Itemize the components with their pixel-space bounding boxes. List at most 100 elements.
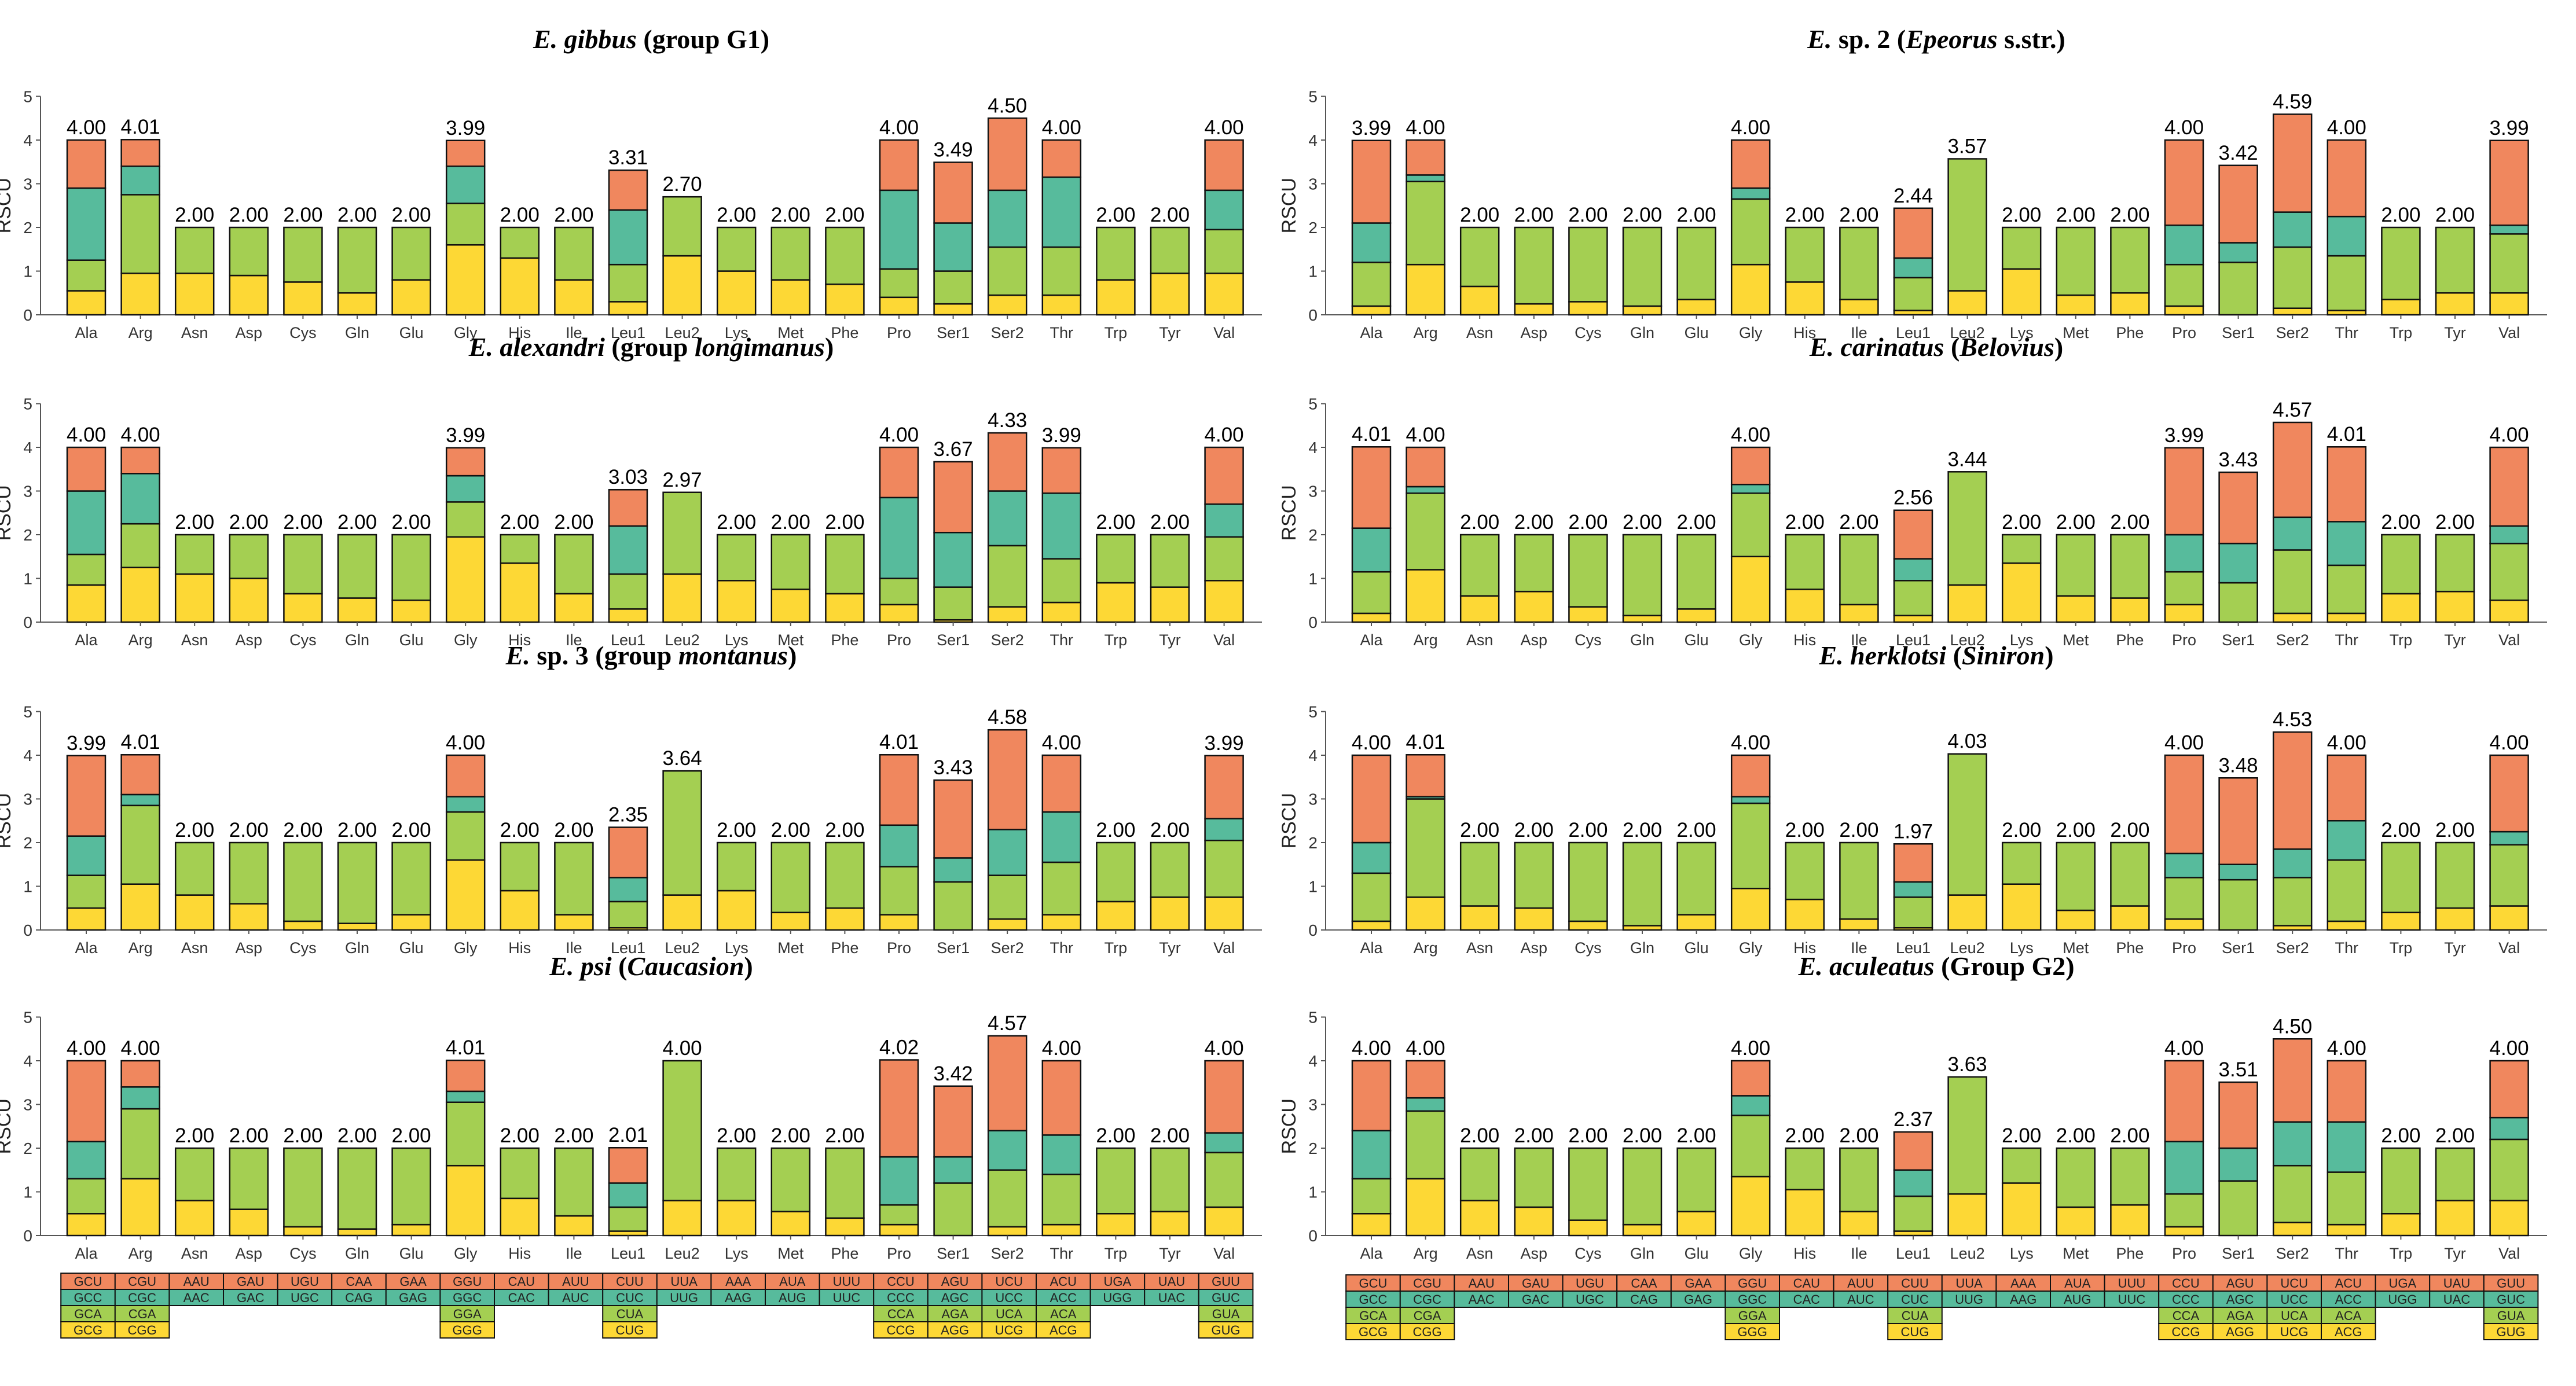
codon-cell <box>2321 1323 2376 1340</box>
y-axis-label: RSCU <box>0 793 15 848</box>
bar-segment-ser2-4 <box>2272 731 2313 850</box>
data-label-glu: 2.00 <box>1677 511 1716 534</box>
bar-segment-phe-2 <box>825 841 865 909</box>
codon-cell <box>981 1305 1037 1322</box>
bar-segment-asp-1 <box>1514 590 1554 623</box>
data-label-gly: 4.00 <box>1731 731 1770 754</box>
x-tick-label-phe: Phe <box>2116 1245 2144 1262</box>
bar-segment-pro-3 <box>879 497 919 579</box>
x-tick-label-met: Met <box>777 324 804 341</box>
data-label-tyr: 2.00 <box>2435 204 2475 226</box>
x-tick-label-tyr: Tyr <box>2444 939 2466 957</box>
x-tick-label-glu: Glu <box>399 631 424 649</box>
y-tick-label: 3 <box>23 483 32 501</box>
data-label-ser2: 4.57 <box>2273 399 2312 421</box>
data-label-leu1: 3.31 <box>608 146 648 169</box>
codon-label-ggu: GGU <box>453 1274 482 1289</box>
bar-segment-lys-1 <box>2001 1182 2042 1237</box>
bar-segment-ser1-4 <box>2218 1081 2258 1149</box>
bar-segment-val-4 <box>1204 755 1244 819</box>
bar-segment-pro-4 <box>879 1059 919 1158</box>
bar-segment-ile-2 <box>1839 841 1879 920</box>
bar-segment-pro-3 <box>879 1156 919 1206</box>
x-tick-label-ser2: Ser2 <box>991 631 1024 649</box>
y-tick-label: 5 <box>23 395 32 413</box>
bar-segment-ser2-4 <box>987 117 1028 192</box>
data-label-leu1: 1.97 <box>1894 820 1933 843</box>
bar-segment-tyr-2 <box>2435 534 2475 593</box>
bar-segment-thr-2 <box>2327 255 2367 311</box>
bar-segment-gln-1 <box>337 1228 377 1237</box>
bar-segment-leu1-2 <box>1893 896 1933 929</box>
bar-segment-lys-1 <box>716 580 757 623</box>
codon-label-cuc: CUC <box>616 1291 644 1305</box>
data-label-phe: 2.00 <box>825 819 864 841</box>
chart-title-part: E. psi <box>549 951 612 981</box>
codon-label-gaa: GAA <box>399 1274 427 1289</box>
bar-segment-his-2 <box>500 841 540 892</box>
bar-segment-thr-3 <box>2327 820 2367 861</box>
data-label-cys: 2.00 <box>1568 819 1608 841</box>
codon-label-gcg: GCG <box>74 1323 102 1337</box>
codon-label-aag: AAG <box>725 1291 751 1305</box>
chart-title-part: ) <box>2054 332 2063 362</box>
chart-panel-3: E. alexandri (group longimanus) RSCU 0 1 2 3 4… <box>0 332 1262 649</box>
codon-label-aga: AGA <box>941 1307 968 1321</box>
data-label-gln: 2.00 <box>1623 511 1662 534</box>
codon-cell <box>2483 1274 2539 1292</box>
x-tick-label-trp: Trp <box>1104 1245 1128 1262</box>
data-label-lys: 2.00 <box>717 204 756 226</box>
x-tick-label-tyr: Tyr <box>1159 631 1181 649</box>
codon-label-ggg: GGG <box>1738 1325 1767 1339</box>
x-tick-label-met: Met <box>2063 631 2089 649</box>
bar-segment-trp-2 <box>2381 534 2421 595</box>
codon-legend-1: GCU GCC GCA GCG CGU CGC CGA CGG AAU AAC GAU GAC UGU U… <box>60 1273 1254 1339</box>
bar-segment-phe-2 <box>825 226 865 285</box>
x-tick-label-ala: Ala <box>1360 324 1383 341</box>
bar-segment-glu-1 <box>1676 1211 1716 1237</box>
bar-segment-ala-4 <box>66 139 107 189</box>
bar-segment-gly-2 <box>445 501 486 538</box>
x-tick-label-met: Met <box>2063 1245 2089 1262</box>
bar-segment-phe-2 <box>2110 534 2150 599</box>
codon-cell <box>1995 1274 2051 1292</box>
data-label-gly: 4.00 <box>1731 116 1770 139</box>
bar-segment-met-1 <box>2056 909 2096 931</box>
bar-segment-thr-1 <box>1041 914 1082 931</box>
codon-cell <box>1345 1274 1401 1292</box>
x-tick-label-leu2: Leu2 <box>665 324 700 341</box>
bar-segment-thr-1 <box>1041 1223 1082 1237</box>
data-label-val: 4.00 <box>2490 424 2529 446</box>
data-label-gly: 4.00 <box>1731 424 1770 446</box>
codon-label-gac: GAC <box>1522 1292 1550 1307</box>
bar-segment-gly-1 <box>1730 263 1771 316</box>
codon-label-gac: GAC <box>237 1291 265 1305</box>
codon-label-auc: AUC <box>562 1291 589 1305</box>
bar-segment-lys-1 <box>2001 268 2042 316</box>
data-label-asn: 2.00 <box>175 511 214 534</box>
x-tick-label-ile: Ile <box>566 631 582 649</box>
bar-segment-ser2-3 <box>987 829 1028 876</box>
x-tick-label-leu1: Leu1 <box>611 1245 645 1262</box>
bar-segment-met-2 <box>2056 534 2096 597</box>
bar-segment-ala-4 <box>66 446 107 492</box>
bar-segment-ala-4 <box>66 1060 107 1142</box>
y-tick-label: 0 <box>23 921 32 939</box>
x-tick-label-pro: Pro <box>2172 324 2196 341</box>
bar-segment-leu1-2 <box>1893 580 1933 616</box>
codon-cell <box>1036 1273 1091 1290</box>
chart-title: E. alexandri (group longimanus) <box>468 332 834 362</box>
bar-segment-val-4 <box>2489 1060 2529 1119</box>
codon-cell <box>114 1305 170 1322</box>
x-tick-label-leu2: Leu2 <box>665 1245 700 1262</box>
bar-segment-met-2 <box>770 226 811 281</box>
data-label-leu1: 2.44 <box>1894 185 1933 207</box>
data-label-arg: 4.01 <box>1406 731 1445 753</box>
bar-segment-met-1 <box>770 911 811 931</box>
codon-label-gau: GAU <box>237 1274 265 1289</box>
bar-segment-trp-1 <box>2381 593 2421 623</box>
data-label-met: 2.00 <box>771 204 810 226</box>
codon-label-ucc: UCC <box>995 1291 1023 1305</box>
bar-segment-ile-2 <box>554 226 594 281</box>
bar-segment-ser2-2 <box>2272 549 2313 615</box>
